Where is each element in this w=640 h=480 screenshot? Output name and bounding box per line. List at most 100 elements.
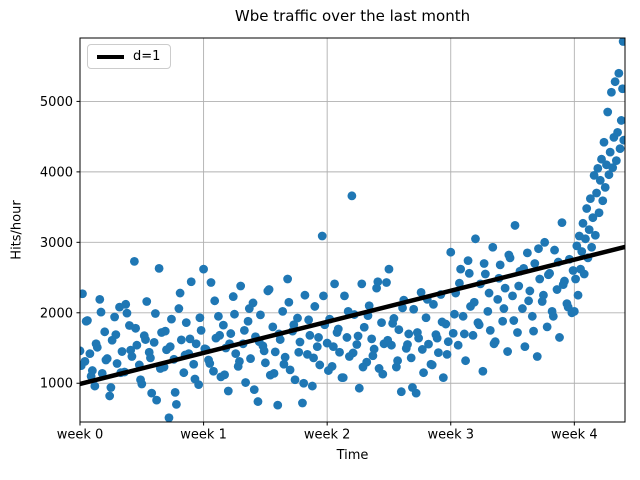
scatter-point — [453, 340, 463, 350]
scatter-point — [459, 329, 469, 339]
scatter-point — [249, 385, 259, 394]
scatter-point — [85, 349, 95, 359]
x-tick-label: week 1 — [180, 428, 227, 443]
scatter-point — [80, 346, 85, 356]
scatter-point — [209, 366, 218, 376]
scatter-point — [330, 279, 339, 289]
scatter-point — [377, 318, 386, 328]
scatter-point — [598, 196, 608, 206]
scatter-point — [525, 286, 535, 296]
scatter-point — [581, 234, 590, 244]
scatter-point — [111, 330, 121, 340]
scatter-point — [474, 320, 484, 330]
scatter-point — [236, 281, 246, 291]
scatter-point — [513, 328, 522, 337]
scatter-point — [498, 316, 508, 326]
scatter-point — [543, 270, 553, 280]
scatter-point — [126, 345, 136, 355]
scatter-point — [604, 170, 614, 180]
scatter-point — [369, 344, 379, 354]
scatter-point — [489, 339, 499, 349]
scatter-point — [191, 339, 201, 349]
scatter-point — [469, 297, 479, 307]
scatter-point — [367, 334, 377, 344]
scatter-point — [568, 266, 578, 275]
scatter-point — [179, 368, 189, 378]
scatter-point — [548, 311, 558, 321]
scatter-point — [550, 245, 559, 255]
scatter-point — [264, 285, 274, 294]
scatter-point — [105, 391, 115, 401]
scatter-point — [283, 274, 293, 284]
scatter-point — [509, 316, 519, 325]
scatter-point — [378, 369, 388, 379]
scatter-point — [154, 264, 164, 273]
scatter-point — [260, 358, 270, 368]
scatter-point — [300, 290, 310, 300]
scatter-point — [279, 359, 289, 369]
scatter-point — [241, 378, 251, 387]
scatter-point — [304, 315, 314, 325]
scatter-point — [199, 264, 208, 274]
scatter-point — [618, 84, 625, 94]
scatter-point — [616, 116, 625, 125]
axes-spines — [79, 37, 626, 423]
scatter-point — [348, 348, 358, 358]
scatter-point — [393, 356, 403, 366]
scatter-point — [448, 328, 458, 338]
scatter-point — [532, 352, 542, 361]
scatter-point — [589, 170, 599, 180]
scatter-point — [493, 295, 503, 304]
y-tick-label: 2000 — [40, 306, 73, 321]
scatter-point — [343, 306, 353, 316]
scatter-point — [314, 333, 323, 342]
scatter-point — [152, 395, 162, 405]
scatter-point — [285, 365, 295, 375]
scatter-point — [592, 188, 601, 198]
scatter-point — [446, 247, 456, 257]
scatter-point — [406, 353, 416, 363]
scatter-series — [80, 38, 625, 422]
scatter-point — [181, 318, 191, 328]
scatter-point — [524, 296, 534, 306]
scatter-point — [305, 330, 315, 340]
scatter-point — [270, 347, 280, 357]
scatter-point — [100, 327, 110, 337]
chart-title: Wbe traffic over the last month — [234, 7, 471, 25]
scatter-point — [412, 328, 422, 337]
gridlines — [79, 38, 625, 422]
scatter-point — [573, 290, 583, 300]
y-axis-label: Hits/hour — [9, 200, 25, 260]
scatter-point — [295, 337, 305, 347]
scatter-point — [284, 297, 294, 307]
x-tick-label: week 0 — [57, 428, 104, 443]
scatter-point — [280, 352, 290, 362]
scatter-point — [176, 335, 186, 345]
scatter-point — [595, 175, 605, 185]
scatter-point — [220, 370, 229, 380]
scatter-point — [464, 268, 474, 278]
scatter-point — [147, 388, 157, 398]
scatter-point — [347, 191, 357, 201]
scatter-point — [458, 311, 468, 321]
scatter-point — [518, 304, 527, 313]
scatter-point — [106, 383, 116, 392]
scatter-point — [478, 366, 488, 376]
y-tick-label: 1000 — [40, 377, 73, 392]
scatter-point — [95, 295, 105, 304]
scatter-point — [520, 342, 530, 352]
scatter-point — [605, 147, 615, 157]
scatter-point — [340, 291, 349, 301]
scatter-point — [129, 256, 139, 266]
scatter-point — [404, 329, 414, 339]
scatter-point — [461, 356, 470, 366]
scatter-point — [174, 304, 184, 313]
scatter-point — [131, 323, 141, 333]
scatter-point — [354, 383, 364, 393]
scatter-point — [170, 388, 180, 397]
scatter-point — [450, 309, 459, 319]
x-tick-label: week 3 — [427, 428, 474, 443]
y-tick-label: 4000 — [40, 165, 73, 180]
scatter-point — [117, 347, 127, 356]
scatter-point — [480, 269, 490, 279]
